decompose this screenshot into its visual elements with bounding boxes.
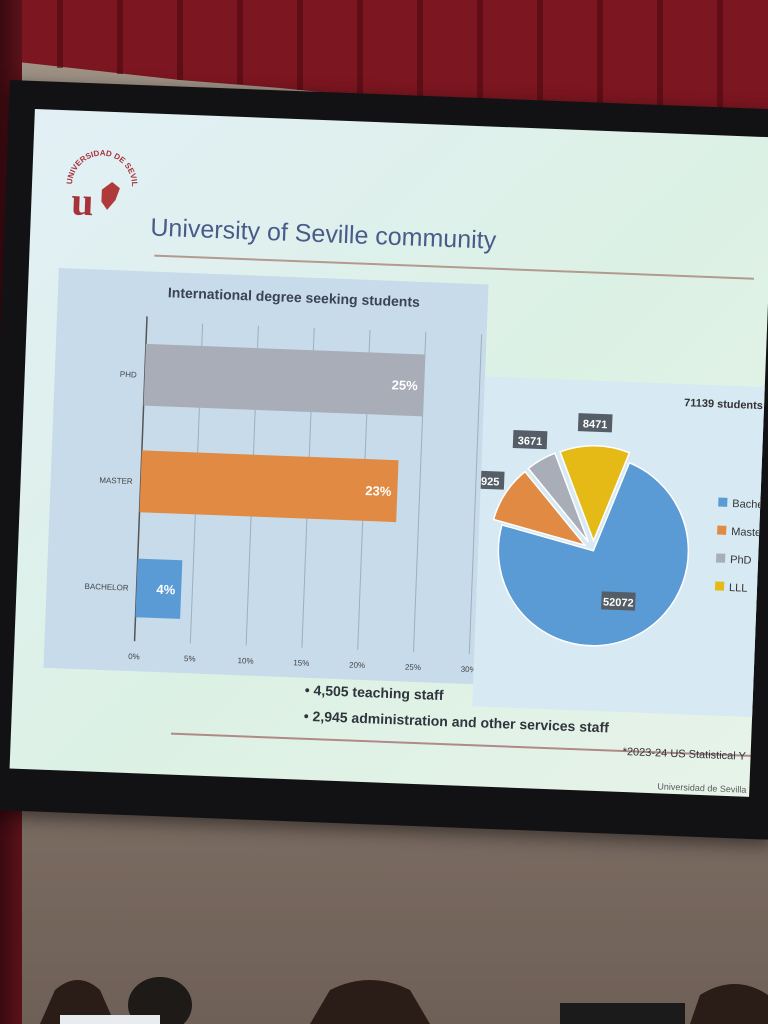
legend-swatch <box>715 553 726 563</box>
bar-chart: 0% 5% 10% 15% 20% 25% 30% PHD 25% MASTER 23% BACHEL… <box>84 316 483 675</box>
bar-value-label: 25% <box>391 377 418 393</box>
pie-data-label: 52072 <box>603 596 634 609</box>
bullet-admin-staff: • 2,945 administration and other service… <box>303 707 610 736</box>
footnote: *2023-24 US Statistical Y <box>622 746 747 763</box>
audience-foreground <box>40 977 768 1024</box>
university-logo: UNIVERSIDAD DE SEVILLA u <box>61 142 141 224</box>
bar-value-label: 4% <box>156 582 176 598</box>
x-tick-label: 30% <box>461 665 477 675</box>
pie-slice-phd <box>527 452 590 543</box>
projection-screen: UNIVERSIDAD DE SEVILLA u University of S… <box>0 80 768 840</box>
pie-data-label: 3671 <box>518 435 543 448</box>
bar-bachelor <box>135 558 183 619</box>
data-label-box <box>601 591 636 611</box>
bar-phd <box>143 343 425 417</box>
slide: UNIVERSIDAD DE SEVILLA u University of S… <box>9 108 768 797</box>
pie-chart-panel: 71139 students 52072 6925 3671 8471 Bachelo Ma… <box>472 376 768 718</box>
data-label-box <box>512 430 548 450</box>
legend-label: Master <box>731 526 765 539</box>
bullet-teaching-staff-text: 4,505 teaching staff <box>313 682 444 704</box>
pie-slice-bachelo <box>497 461 690 647</box>
gridline <box>468 334 483 655</box>
category-label: PHD <box>120 370 137 380</box>
svg-text:u: u <box>71 178 95 224</box>
legend-label: PhD <box>730 554 752 567</box>
x-tick-label: 5% <box>184 654 196 663</box>
bullet-teaching-staff: • 4,505 teaching staff <box>304 681 444 704</box>
bar-chart-panel: International degree seeking students 0%… <box>43 268 489 685</box>
x-tick-label: 10% <box>237 656 253 666</box>
x-tick-label: 15% <box>293 658 309 668</box>
legend-label: Bachelo <box>732 498 768 512</box>
bar-value-label: 23% <box>365 483 392 499</box>
data-label-box <box>577 413 613 433</box>
x-tick-label: 20% <box>349 660 365 670</box>
legend-swatch <box>718 497 728 507</box>
pie-total-label: 71139 students <box>684 397 763 412</box>
pie-data-label: 8471 <box>583 418 608 431</box>
bullet-admin-staff-text: 2,945 administration and other services … <box>312 708 610 736</box>
slide-title: University of Seville community <box>149 213 497 255</box>
legend-label: LLL <box>729 582 748 595</box>
footer-brand: Universidad de Sevilla <box>657 781 747 795</box>
x-tick-label: 0% <box>128 652 140 661</box>
x-tick-label: 25% <box>405 663 421 673</box>
bar-master <box>139 450 399 523</box>
legend-swatch <box>717 525 727 535</box>
pie-data-label: 6925 <box>475 476 500 489</box>
legend-swatch <box>714 581 725 591</box>
pie-slice-lll <box>559 445 631 543</box>
pie-chart: 71139 students 52072 6925 3671 8471 Bachelo Ma… <box>472 397 768 647</box>
curtain-valance <box>0 0 768 200</box>
pie-slice-master <box>492 470 588 547</box>
category-label: BACHELOR <box>84 582 129 593</box>
category-label: MASTER <box>99 476 133 486</box>
